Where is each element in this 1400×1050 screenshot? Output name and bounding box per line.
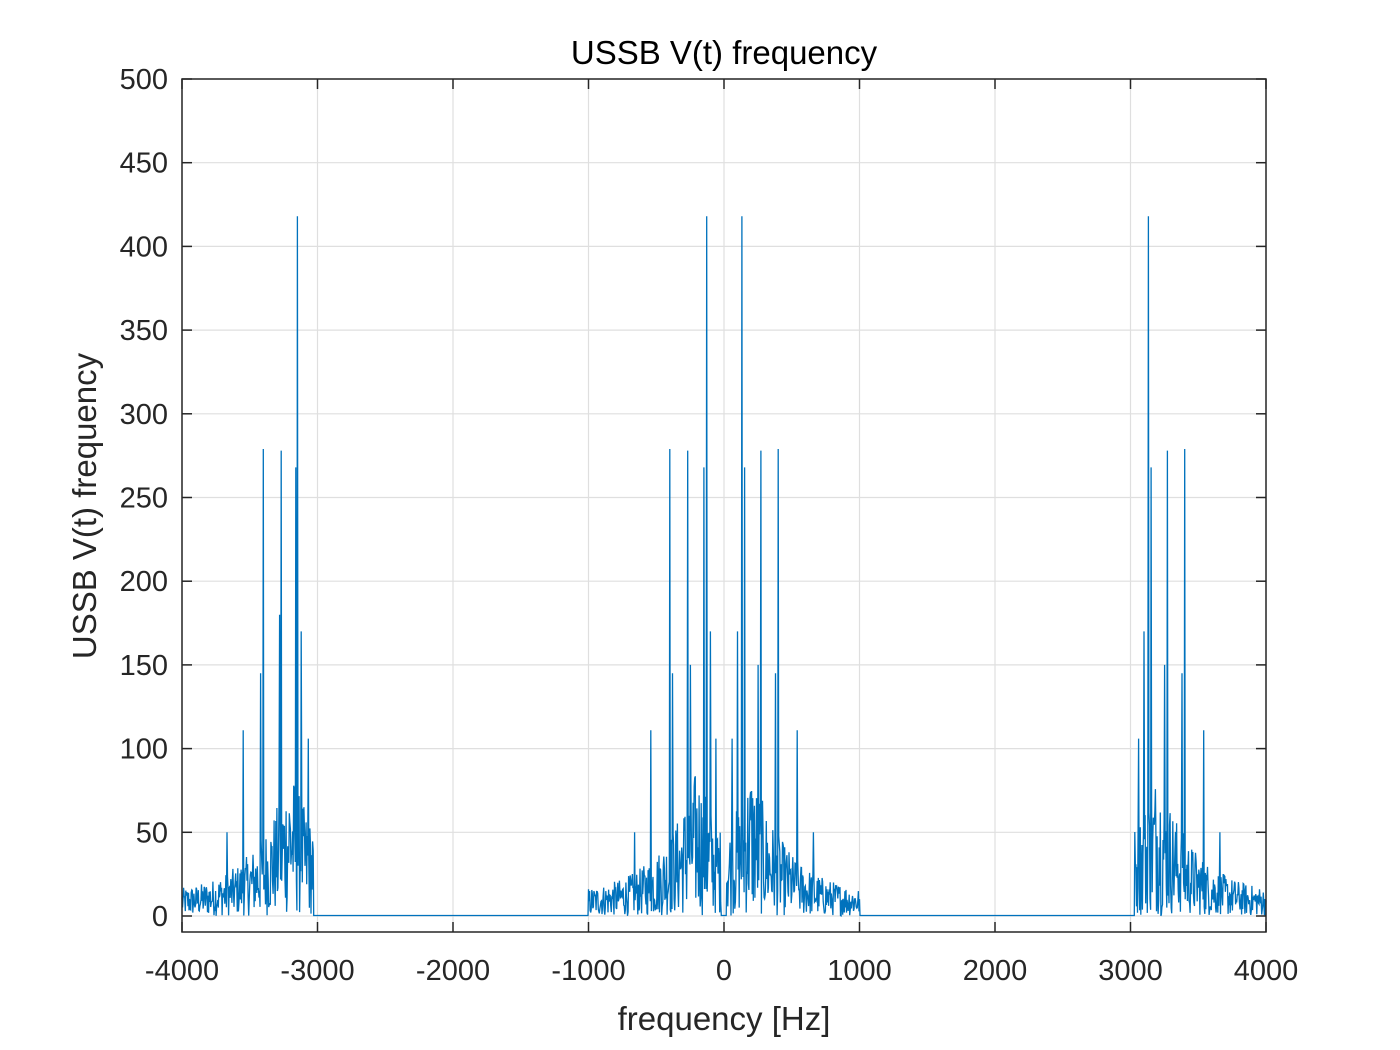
x-tick-label: -1000 <box>551 955 625 987</box>
y-tick-label: 450 <box>120 148 168 180</box>
x-tick-label: 1000 <box>827 955 892 987</box>
y-tick-label: 50 <box>136 817 168 849</box>
y-tick-label: 0 <box>152 901 168 933</box>
x-tick-label: 2000 <box>963 955 1028 987</box>
x-tick-label: 0 <box>716 955 732 987</box>
y-tick-label: 350 <box>120 315 168 347</box>
y-tick-label: 200 <box>120 566 168 598</box>
y-tick-label: 250 <box>120 483 168 515</box>
x-tick-label: -4000 <box>145 955 219 987</box>
y-tick-label: 150 <box>120 650 168 682</box>
y-tick-label: 500 <box>120 64 168 96</box>
chart-title: USSB V(t) frequency <box>571 34 878 71</box>
series-line <box>181 216 1267 917</box>
x-tick-labels: -4000 -3000 -2000 -1000 0 1000 2000 3000 4000 <box>145 955 1298 987</box>
x-tick-label: 3000 <box>1098 955 1163 987</box>
x-axis-label: frequency [Hz] <box>618 1000 831 1037</box>
y-tick-label: 100 <box>120 734 168 766</box>
grid <box>181 78 1267 932</box>
y-tick-label: 400 <box>120 231 168 263</box>
x-tick-label: -2000 <box>416 955 490 987</box>
y-axis-label: USSB V(t) frequency <box>66 352 103 659</box>
x-tick-label: -3000 <box>280 955 354 987</box>
ticks <box>181 78 1267 932</box>
y-tick-labels: 0 50 100 150 200 250 300 350 400 450 500 <box>120 64 168 933</box>
y-tick-label: 300 <box>120 399 168 431</box>
x-tick-label: 4000 <box>1234 955 1299 987</box>
plot-area <box>181 78 1267 933</box>
